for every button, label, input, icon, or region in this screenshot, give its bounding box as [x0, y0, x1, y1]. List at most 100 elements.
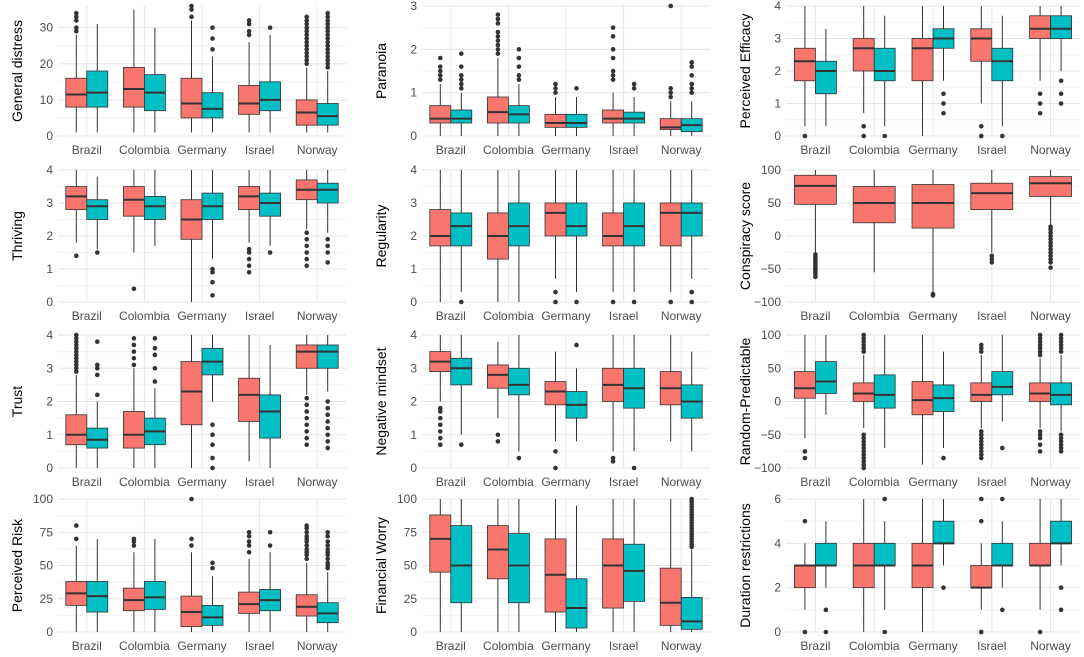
- y-tick-label: 0: [410, 625, 417, 639]
- outlier-point: [574, 86, 579, 91]
- outlier-point: [941, 585, 946, 590]
- outlier-point: [304, 14, 310, 20]
- box-brazil-b: [450, 51, 473, 136]
- outlier-point: [459, 51, 464, 56]
- box-body: [1029, 382, 1051, 402]
- outlier-point: [1037, 629, 1043, 635]
- box-israel-b: [623, 335, 645, 471]
- box-germany-b: [932, 499, 955, 590]
- x-tick-label: Colombia: [849, 143, 900, 157]
- box-body: [259, 81, 282, 112]
- box-colombia-b: [143, 538, 166, 632]
- outlier-point: [1058, 435, 1064, 441]
- outlier-point: [131, 543, 137, 548]
- y-tick-label: 4: [46, 163, 53, 177]
- box-colombia-a: [852, 6, 875, 139]
- outlier-point: [516, 47, 522, 52]
- box-body: [259, 192, 282, 217]
- outlier-point: [861, 133, 866, 139]
- box-body: [794, 174, 837, 205]
- outlier-point: [210, 465, 215, 471]
- x-tick-label: Brazil: [436, 475, 466, 489]
- y-tick-label: 4: [774, 536, 781, 550]
- box-brazil-a: [65, 10, 88, 133]
- outlier-point: [189, 536, 194, 542]
- box-body: [623, 111, 645, 124]
- outlier-point: [304, 395, 310, 401]
- outlier-point: [516, 64, 522, 69]
- box-body: [429, 514, 452, 573]
- box-body: [238, 377, 261, 422]
- outlier-point: [74, 253, 79, 259]
- x-tick-label: Norway: [1030, 143, 1071, 157]
- y-tick-label: 4: [410, 163, 417, 177]
- x-tick-label: Germany: [908, 309, 957, 323]
- box-israel-a: [602, 170, 624, 305]
- outlier-point: [1037, 101, 1043, 106]
- x-tick-label: Germany: [177, 143, 226, 157]
- outlier-point: [979, 439, 984, 444]
- outlier-point: [304, 435, 310, 441]
- outlier-point: [131, 286, 137, 292]
- outlier-point: [74, 362, 79, 368]
- outlier-point: [304, 523, 310, 528]
- outlier-point: [989, 253, 995, 259]
- outlier-point: [1000, 496, 1005, 502]
- outlier-point: [930, 291, 936, 297]
- x-tick-label: Israel: [977, 309, 1006, 323]
- outlier-point: [882, 133, 887, 139]
- box-brazil-b: [815, 28, 837, 127]
- outlier-point: [1037, 91, 1043, 97]
- outlier-point: [610, 77, 616, 82]
- x-tick-label: Norway: [297, 309, 338, 323]
- x-tick-label: Germany: [908, 639, 957, 653]
- outlier-point: [304, 39, 310, 45]
- outlier-point: [325, 556, 331, 562]
- outlier-point: [1058, 445, 1064, 451]
- outlier-point: [325, 65, 331, 70]
- outlier-point: [979, 445, 984, 451]
- outlier-point: [304, 54, 310, 59]
- box-norway-b: [316, 170, 339, 265]
- outlier-point: [861, 123, 866, 129]
- outlier-point: [438, 442, 443, 448]
- outlier-point: [74, 10, 79, 16]
- box-body: [852, 382, 875, 402]
- outlier-point: [325, 250, 331, 255]
- box-brazil-b: [450, 170, 473, 305]
- outlier-point: [131, 349, 137, 354]
- outlier-point: [210, 25, 215, 30]
- outlier-point: [1037, 432, 1043, 438]
- box-germany-b: [932, 6, 955, 116]
- x-tick-label: Norway: [661, 143, 702, 157]
- outlier-point: [131, 336, 137, 341]
- box-body: [659, 567, 682, 626]
- box-germany-b: [201, 335, 224, 471]
- outlier-point: [304, 237, 310, 242]
- outlier-point: [438, 409, 443, 414]
- outlier-point: [325, 14, 331, 20]
- outlier-point: [304, 50, 310, 56]
- outlier-point: [325, 50, 331, 56]
- y-tick-label: 3: [46, 196, 53, 210]
- outlier-point: [861, 455, 866, 461]
- outlier-point: [438, 422, 443, 428]
- outlier-point: [459, 86, 464, 91]
- y-tick-label: 0: [410, 129, 417, 143]
- y-axis-label: General distress: [9, 20, 25, 122]
- outlier-point: [304, 28, 310, 34]
- outlier-point: [861, 346, 866, 351]
- outlier-point: [610, 459, 616, 464]
- y-axis-label: Duration restrictions: [737, 503, 753, 628]
- box-germany-b: [932, 351, 955, 461]
- outlier-point: [574, 342, 579, 348]
- box-body: [450, 109, 473, 124]
- outlier-point: [246, 270, 252, 275]
- box-germany-a: [544, 499, 567, 632]
- outlier-point: [861, 442, 866, 448]
- outlier-point: [861, 462, 866, 467]
- x-tick-label: Colombia: [119, 475, 170, 489]
- outlier-point: [1058, 585, 1064, 590]
- outlier-point: [1048, 253, 1053, 259]
- outlier-point: [979, 123, 984, 129]
